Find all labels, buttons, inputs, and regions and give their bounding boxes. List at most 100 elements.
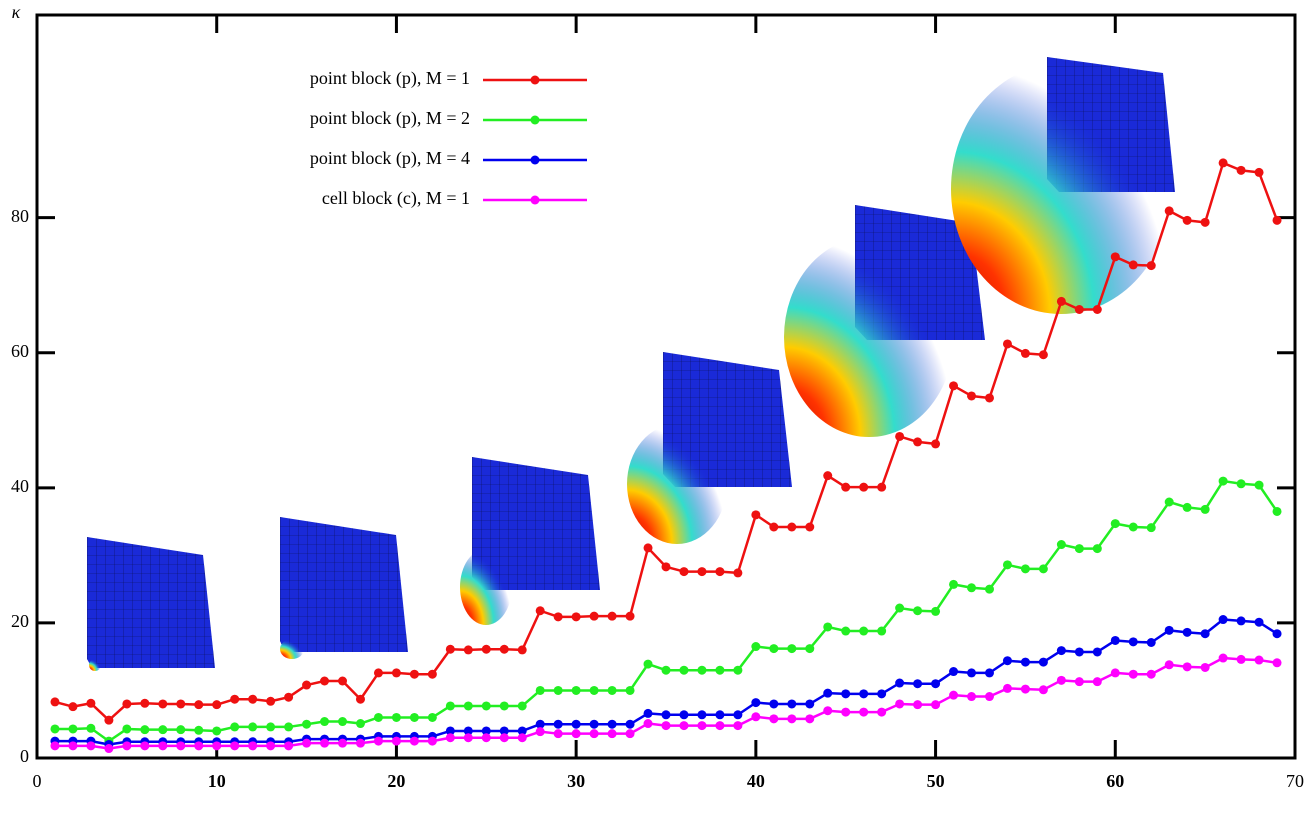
data-point bbox=[877, 689, 886, 698]
data-point bbox=[572, 720, 581, 729]
data-point bbox=[823, 689, 832, 698]
data-point bbox=[590, 729, 599, 738]
data-point bbox=[626, 612, 635, 621]
data-point bbox=[230, 695, 239, 704]
data-point bbox=[572, 729, 581, 738]
data-point bbox=[985, 692, 994, 701]
data-point bbox=[1255, 168, 1264, 177]
y-axis-label: κ bbox=[12, 2, 21, 22]
data-point bbox=[392, 713, 401, 722]
data-point bbox=[446, 645, 455, 654]
data-point bbox=[338, 717, 347, 726]
legend-label: cell block (c), M = 1 bbox=[322, 188, 470, 209]
data-point bbox=[662, 710, 671, 719]
data-point bbox=[590, 686, 599, 695]
data-point bbox=[158, 741, 167, 750]
x-tick-label: 70 bbox=[1286, 771, 1304, 791]
data-point bbox=[554, 720, 563, 729]
data-point bbox=[122, 724, 131, 733]
data-point bbox=[1093, 677, 1102, 686]
data-point bbox=[266, 697, 275, 706]
data-point bbox=[985, 668, 994, 677]
legend-marker bbox=[531, 116, 540, 125]
data-point bbox=[176, 699, 185, 708]
data-point bbox=[320, 717, 329, 726]
data-point bbox=[428, 737, 437, 746]
data-point bbox=[841, 708, 850, 717]
data-point bbox=[733, 710, 742, 719]
data-point bbox=[1075, 677, 1084, 686]
data-point bbox=[50, 697, 59, 706]
data-point bbox=[194, 741, 203, 750]
data-point bbox=[446, 733, 455, 742]
data-point bbox=[1003, 656, 1012, 665]
inset-image bbox=[460, 457, 600, 625]
data-point bbox=[284, 693, 293, 702]
chart: κ 020406080010203040506070point block (p… bbox=[0, 0, 1316, 813]
data-point bbox=[356, 739, 365, 748]
legend-marker bbox=[531, 76, 540, 85]
data-point bbox=[374, 737, 383, 746]
data-point bbox=[374, 668, 383, 677]
data-point bbox=[662, 666, 671, 675]
data-point bbox=[86, 724, 95, 733]
data-point bbox=[931, 439, 940, 448]
data-point bbox=[500, 733, 509, 742]
data-point bbox=[482, 701, 491, 710]
data-point bbox=[1219, 654, 1228, 663]
legend-marker bbox=[531, 196, 540, 205]
data-point bbox=[787, 699, 796, 708]
data-point bbox=[212, 726, 221, 735]
data-point bbox=[949, 580, 958, 589]
data-point bbox=[1003, 560, 1012, 569]
x-tick-label: 20 bbox=[387, 771, 405, 791]
data-point bbox=[482, 733, 491, 742]
data-point bbox=[1201, 629, 1210, 638]
data-point bbox=[1075, 647, 1084, 656]
data-point bbox=[122, 741, 131, 750]
data-point bbox=[1201, 663, 1210, 672]
data-point bbox=[104, 716, 113, 725]
data-point bbox=[1093, 544, 1102, 553]
x-tick-label: 10 bbox=[208, 771, 226, 791]
data-point bbox=[464, 701, 473, 710]
data-point bbox=[626, 686, 635, 695]
legend-label: point block (p), M = 4 bbox=[310, 148, 470, 169]
page: κ 020406080010203040506070point block (p… bbox=[0, 0, 1316, 813]
x-tick-label: 30 bbox=[567, 771, 585, 791]
data-point bbox=[787, 522, 796, 531]
data-point bbox=[679, 721, 688, 730]
data-point bbox=[1273, 658, 1282, 667]
data-point bbox=[859, 708, 868, 717]
data-point bbox=[1273, 629, 1282, 638]
data-point bbox=[1111, 519, 1120, 528]
data-point bbox=[697, 721, 706, 730]
data-point bbox=[590, 612, 599, 621]
data-point bbox=[1147, 670, 1156, 679]
data-point bbox=[338, 676, 347, 685]
data-point bbox=[1273, 507, 1282, 516]
data-point bbox=[302, 681, 311, 690]
data-point bbox=[608, 729, 617, 738]
data-point bbox=[715, 567, 724, 576]
data-point bbox=[913, 437, 922, 446]
data-point bbox=[841, 689, 850, 698]
data-point bbox=[1003, 684, 1012, 693]
data-point bbox=[733, 721, 742, 730]
data-point bbox=[1021, 564, 1030, 573]
x-tick-label: 50 bbox=[927, 771, 945, 791]
data-point bbox=[284, 741, 293, 750]
data-point bbox=[751, 712, 760, 721]
data-point bbox=[805, 644, 814, 653]
data-point bbox=[140, 741, 149, 750]
data-point bbox=[320, 739, 329, 748]
data-point bbox=[1147, 638, 1156, 647]
data-point bbox=[1129, 637, 1138, 646]
data-point bbox=[572, 612, 581, 621]
data-point bbox=[410, 737, 419, 746]
data-point bbox=[733, 568, 742, 577]
data-point bbox=[895, 432, 904, 441]
x-tick-label: 0 bbox=[33, 771, 42, 791]
data-point bbox=[536, 727, 545, 736]
data-point bbox=[1201, 218, 1210, 227]
